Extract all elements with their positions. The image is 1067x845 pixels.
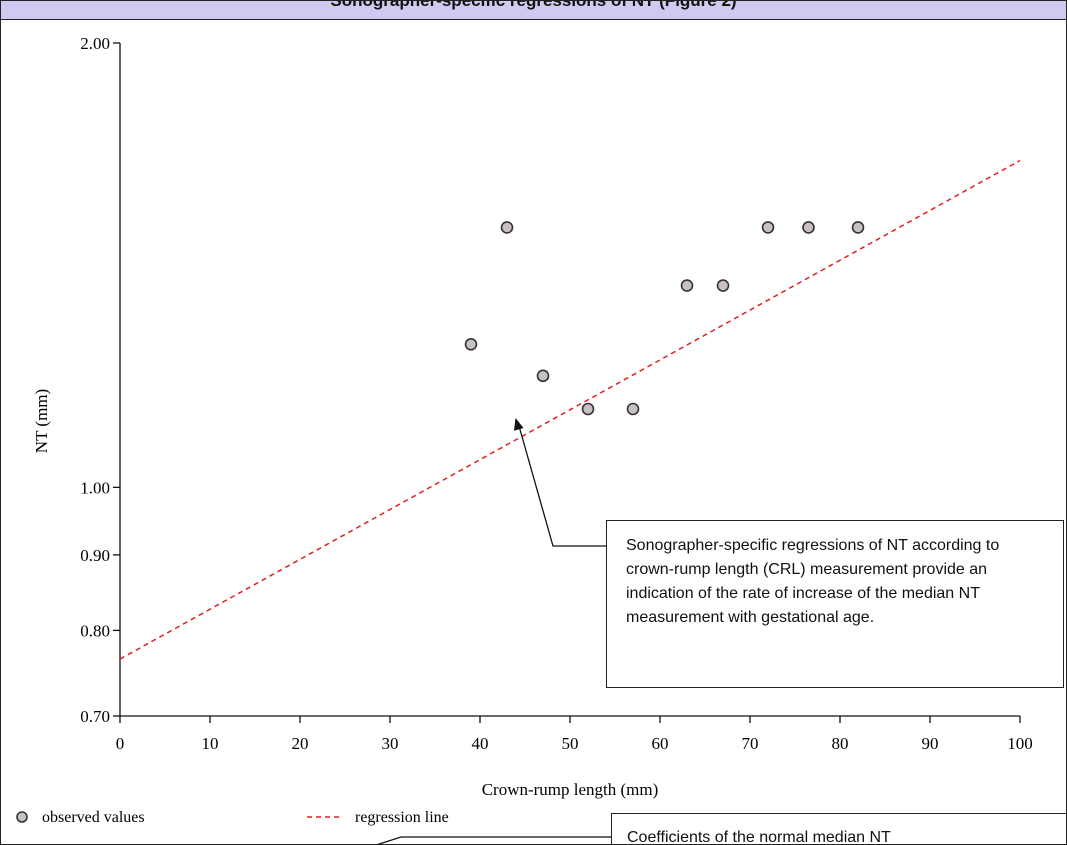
y-tick-label: 1.00: [80, 478, 110, 497]
data-point: [626, 402, 640, 416]
x-tick-label: 30: [382, 734, 399, 753]
legend-observed-label: observed values: [42, 809, 145, 826]
legend: observed values regression line: [16, 809, 449, 826]
callout-1-arrow-line: [518, 425, 606, 547]
data-point: [464, 338, 478, 351]
regression-line: [119, 159, 1021, 660]
data-point: [536, 369, 550, 383]
x-tick-label: 80: [832, 734, 849, 753]
regression-callout-text: Sonographer-specific regressions of NT a…: [626, 537, 1000, 626]
coefficients-callout-text: Coefficients of the normal median NT: [627, 829, 891, 845]
data-point: [802, 221, 815, 234]
x-tick-label: 100: [1007, 734, 1033, 753]
coefficients-callout: Coefficients of the normal median NT: [611, 813, 1066, 845]
data-point: [581, 402, 595, 416]
y-ticks: 0.70 0.80 0.90 1.00 2.00: [80, 34, 120, 726]
regression-layer: [119, 159, 1021, 660]
x-axis-label: Crown-rump length (mm): [482, 780, 659, 799]
x-tick-label: 20: [292, 734, 309, 753]
x-tick-label: 40: [472, 734, 489, 753]
legend-regression-label: regression line: [355, 809, 449, 826]
legend-observed-marker: [16, 811, 28, 823]
x-tick-label: 10: [202, 734, 219, 753]
y-tick-label: 0.90: [80, 546, 110, 565]
regression-callout: Sonographer-specific regressions of NT a…: [606, 520, 1064, 688]
data-point: [761, 221, 775, 234]
x-tick-label: 50: [562, 734, 579, 753]
points-layer: [464, 221, 865, 416]
callout-1-arrowhead: [513, 418, 524, 431]
x-tick-label: 60: [652, 734, 669, 753]
title-bar: Sonographer-specific regressions of NT (…: [1, 1, 1066, 20]
x-tick-label: 0: [116, 734, 125, 753]
x-tick-label: 70: [742, 734, 759, 753]
x-ticks: 0 10 20 30 40 50 60 70 80 90 100: [116, 716, 1033, 753]
data-point: [680, 279, 694, 292]
y-tick-label: 0.70: [80, 707, 110, 726]
x-tick-label: 90: [922, 734, 939, 753]
y-tick-label: 0.80: [80, 621, 110, 640]
y-axis-label: NT (mm): [32, 389, 51, 453]
data-point: [500, 221, 514, 234]
data-point: [716, 279, 730, 292]
y-tick-label: 2.00: [80, 34, 110, 53]
page-title: Sonographer-specific regressions of NT (…: [1, 1, 1066, 10]
data-point: [851, 221, 865, 234]
callout-2-arrow-line: [377, 836, 611, 844]
